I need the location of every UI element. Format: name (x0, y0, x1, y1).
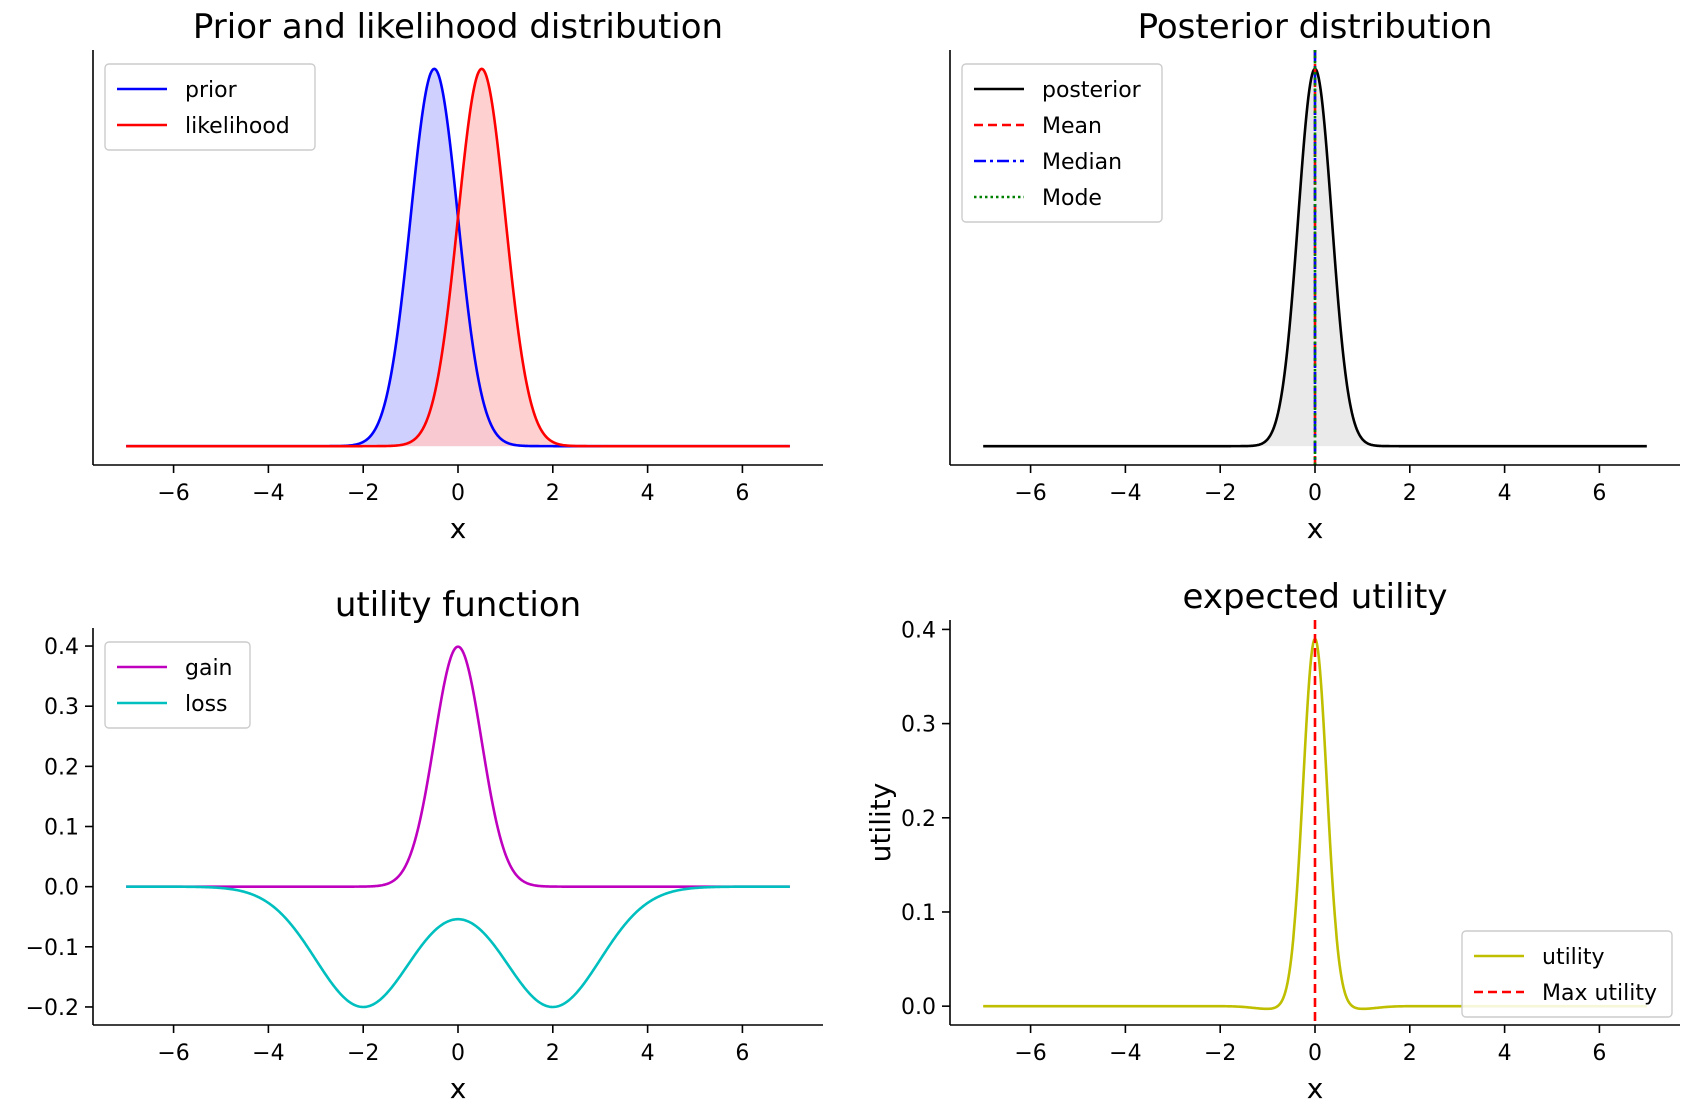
x-tick-label: 6 (1592, 481, 1606, 506)
y-tick-label: −0.2 (26, 996, 79, 1021)
x-tick-label: −6 (1014, 1041, 1046, 1066)
x-tick-label: −2 (347, 1041, 379, 1066)
legend: utility Max utility (1461, 930, 1673, 1018)
y-tick-label: 0.4 (901, 618, 936, 643)
x-tick-label: 0 (1308, 1041, 1322, 1066)
x-tick-label: 0 (1308, 481, 1322, 506)
y-tick-label: 0.1 (901, 901, 936, 926)
x-tick-label: −4 (1109, 481, 1141, 506)
chart-title: utility function (335, 585, 581, 625)
x-tick-label: 4 (641, 1041, 655, 1066)
legend-label: utility (1542, 945, 1605, 970)
y-tick-label: 0.3 (901, 713, 936, 738)
y-tick-label: 0.2 (901, 807, 936, 832)
series-line-likelihood (126, 67, 790, 448)
chart-title: expected utility (1183, 577, 1448, 617)
x-tick-label: −4 (252, 481, 284, 506)
legend-label: Max utility (1542, 981, 1657, 1006)
x-tick-label: 6 (735, 481, 749, 506)
legend-label: posterior (1042, 78, 1142, 103)
chart-title: Prior and likelihood distribution (193, 7, 723, 47)
legend-frame (1461, 930, 1673, 1018)
series-line-gain (126, 645, 790, 888)
y-axis-label: utility (864, 783, 897, 863)
legend-label: Mode (1042, 186, 1102, 211)
y-tick-label: 0.0 (44, 876, 79, 901)
legend-label: loss (185, 692, 228, 717)
y-tick-label: 0.4 (44, 635, 79, 660)
chart-panel-3: utility function −6 −4 −2 0 2 4 6 −0.2 −0.1 0.0 0.1… (26, 585, 823, 1105)
chart-panel-2: Posterior distribution −6 −4 −2 0 2 4 6 x posteri… (949, 7, 1680, 545)
x-tick-label: 6 (735, 1041, 749, 1066)
x-tick-label: −2 (1204, 481, 1236, 506)
x-tick-label: −6 (157, 481, 189, 506)
legend-label: prior (185, 78, 238, 103)
x-tick-label: −4 (252, 1041, 284, 1066)
x-tick-label: 4 (1498, 481, 1512, 506)
chart-title: Posterior distribution (1138, 7, 1493, 47)
y-tick-label: 0.2 (44, 755, 79, 780)
x-axis-label: x (1307, 1072, 1324, 1105)
legend-label: Median (1042, 150, 1122, 175)
legend: gain loss (104, 641, 251, 729)
x-tick-label: −6 (1014, 481, 1046, 506)
legend-frame (961, 63, 1163, 223)
legend: posterior Mean Median Mode (961, 63, 1163, 223)
y-tick-label: −0.1 (26, 936, 79, 961)
legend-label: likelihood (185, 114, 290, 139)
x-tick-label: 4 (1498, 1041, 1512, 1066)
x-tick-label: 2 (1403, 1041, 1417, 1066)
x-tick-label: −6 (157, 1041, 189, 1066)
x-axis-label: x (450, 1072, 467, 1105)
x-tick-label: −2 (1204, 1041, 1236, 1066)
x-tick-label: 4 (641, 481, 655, 506)
legend-frame (104, 63, 316, 151)
y-tick-label: 0.3 (44, 695, 79, 720)
legend-label: gain (185, 656, 233, 681)
series-area-likelihood (126, 68, 790, 447)
y-tick-label: 0.1 (44, 816, 79, 841)
x-tick-label: 0 (451, 481, 465, 506)
x-tick-label: −4 (1109, 1041, 1141, 1066)
x-tick-label: −2 (347, 481, 379, 506)
legend-frame (104, 641, 251, 729)
x-tick-label: 2 (546, 1041, 560, 1066)
x-tick-label: 2 (546, 481, 560, 506)
x-tick-label: 2 (1403, 481, 1417, 506)
x-tick-label: 6 (1592, 1041, 1606, 1066)
series-line-loss (126, 885, 790, 1009)
chart-panel-4: expected utility −6 −4 −2 0 2 4 6 0.0 0.1 0.2 0.3 0.… (864, 577, 1680, 1105)
x-axis-label: x (1307, 512, 1324, 545)
legend-label: Mean (1042, 114, 1102, 139)
x-axis-label: x (450, 512, 467, 545)
y-tick-label: 0.0 (901, 995, 936, 1020)
x-tick-label: 0 (451, 1041, 465, 1066)
legend: prior likelihood (104, 63, 316, 151)
chart-panel-1: Prior and likelihood distribution −6 −4 −2 0… (92, 7, 823, 545)
